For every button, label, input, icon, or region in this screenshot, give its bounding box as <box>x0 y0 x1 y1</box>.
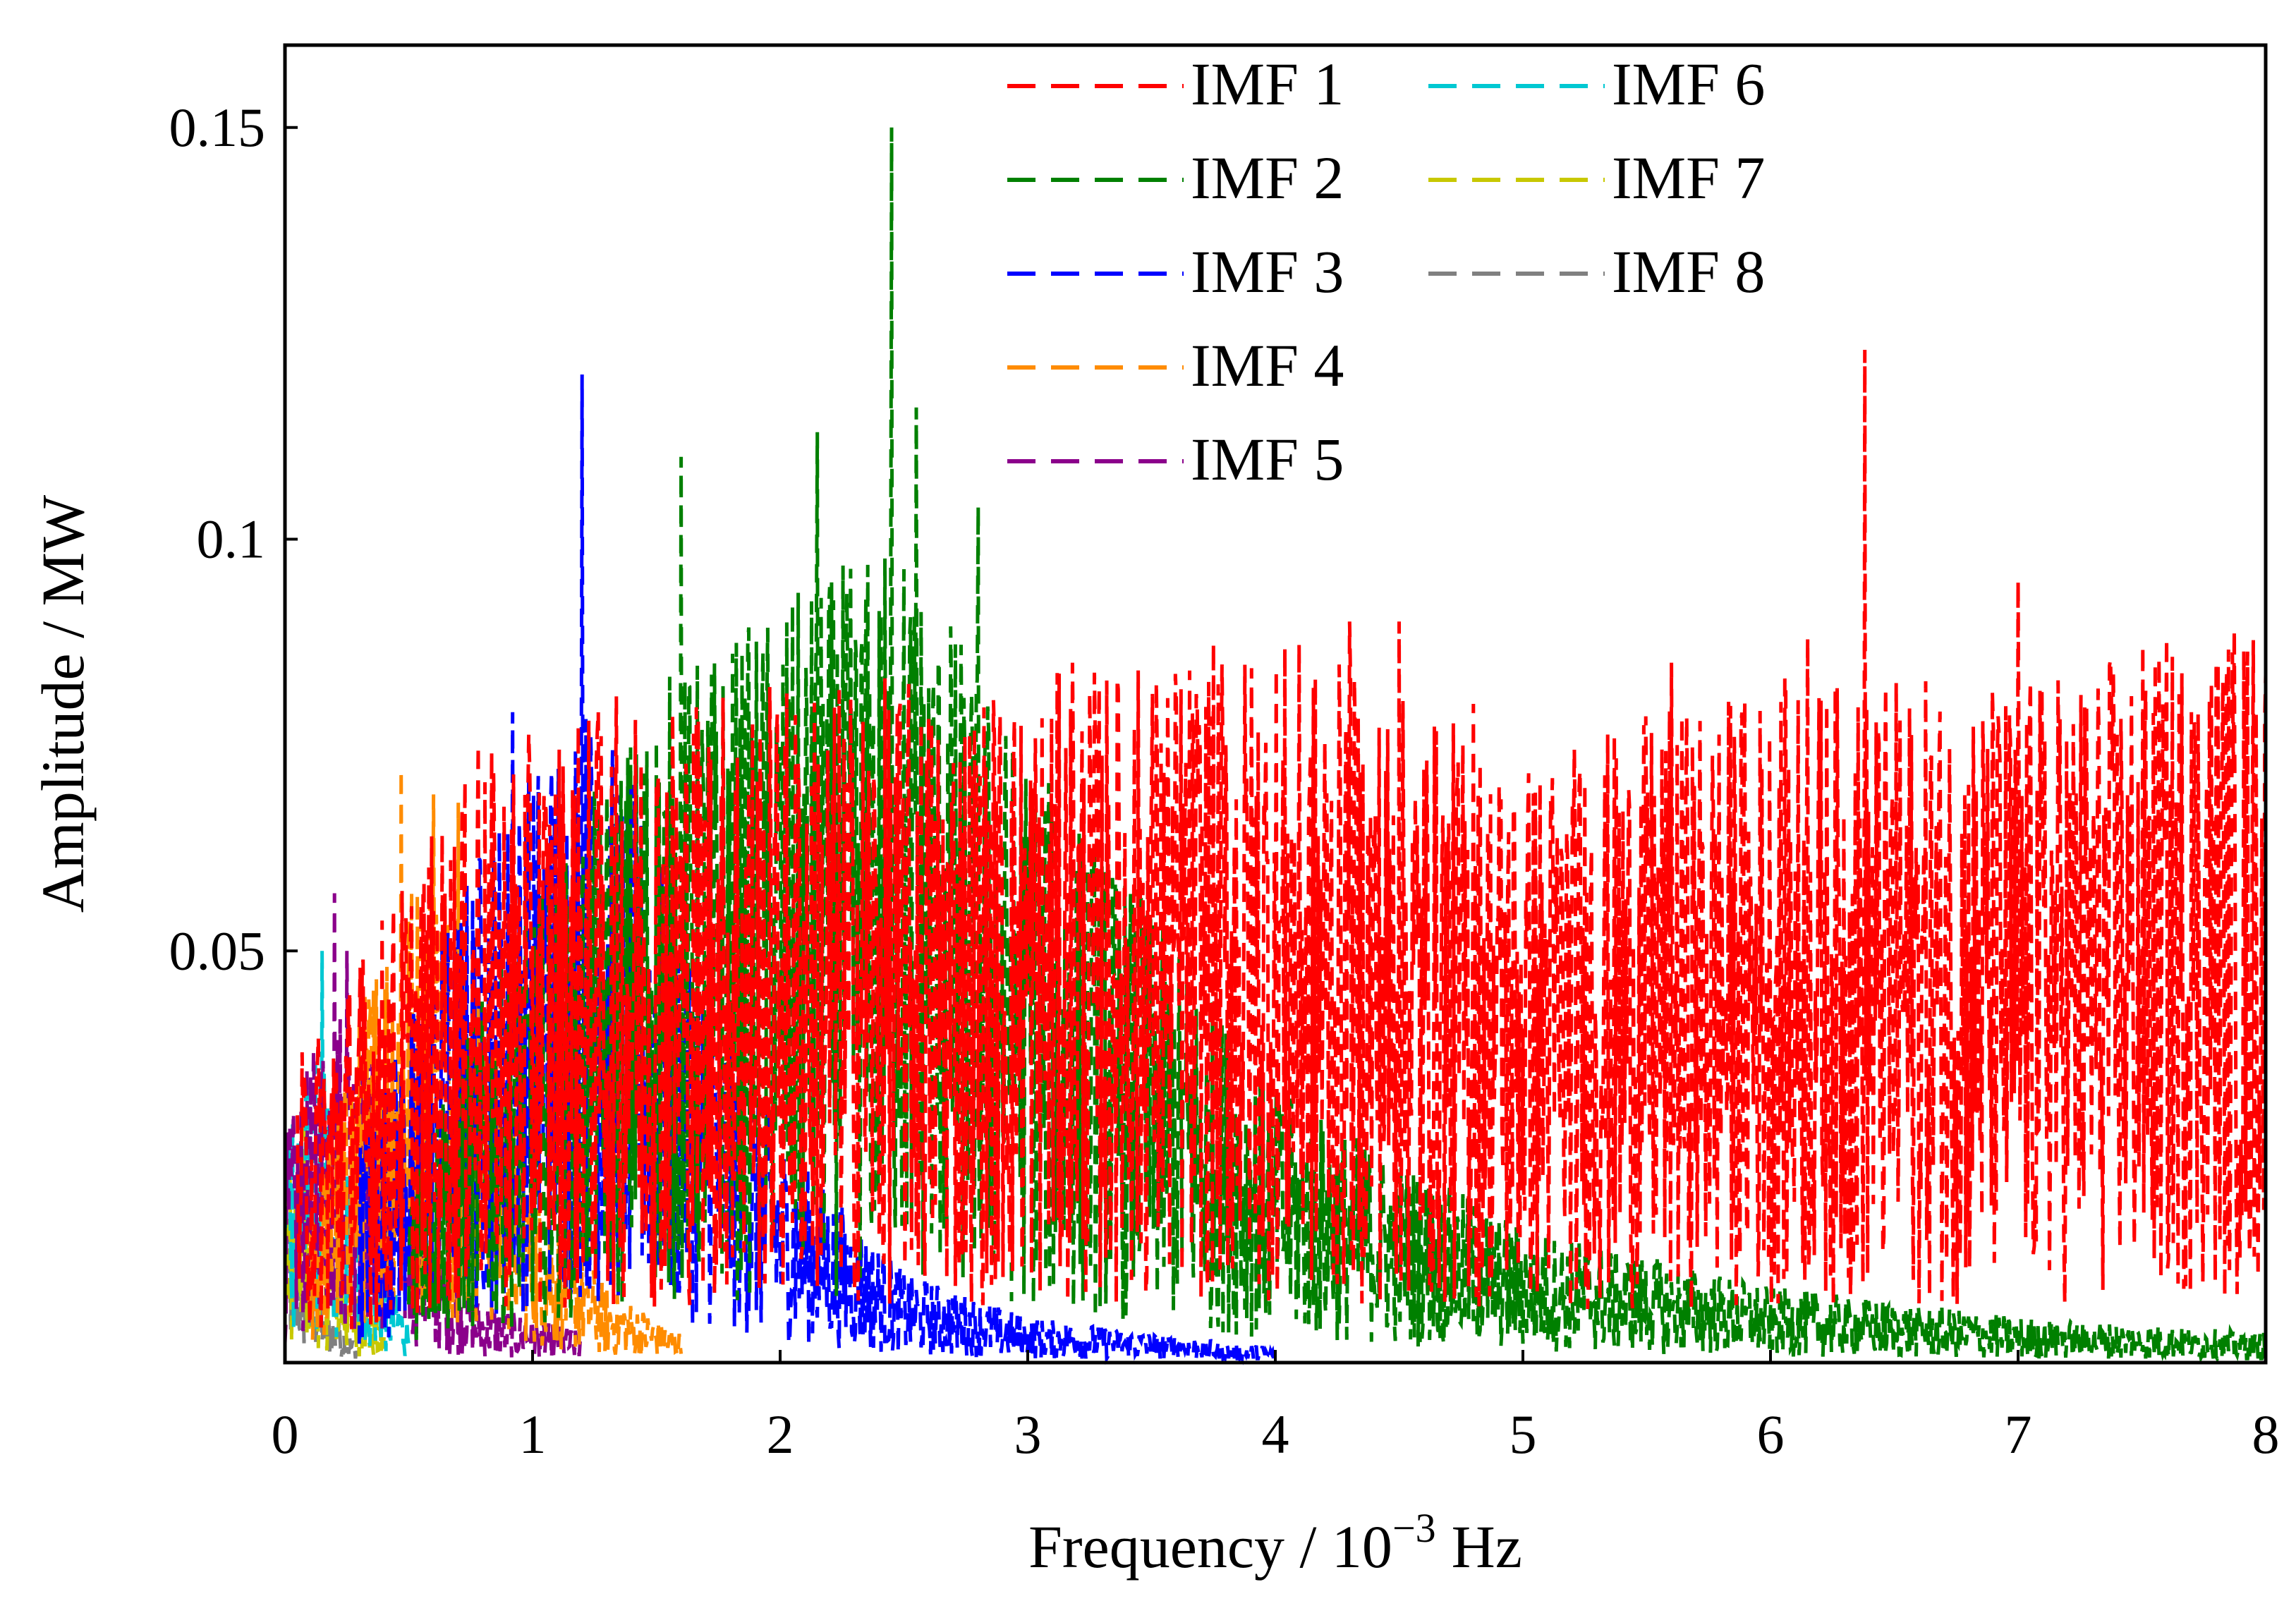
legend-label-imf-8: IMF 8 <box>1612 238 1765 305</box>
x-tick-label: 2 <box>767 1404 794 1465</box>
series-line-imf-5 <box>283 893 583 1359</box>
legend-label-imf-4: IMF 4 <box>1191 331 1344 399</box>
x-tick-label: 6 <box>1757 1404 1785 1465</box>
x-tick-label: 1 <box>519 1404 547 1465</box>
x-tick-label: 5 <box>1510 1404 1537 1465</box>
x-axis-title: Frequency / 10−3 Hz <box>1028 1505 1522 1581</box>
x-axis-title-exponent: −3 <box>1392 1505 1436 1551</box>
x-axis-title-main: Frequency / 10 <box>1028 1513 1392 1581</box>
legend-label-imf-3: IMF 3 <box>1191 238 1344 305</box>
series-line-imf-1 <box>296 349 2268 1329</box>
y-tick-label: 0.05 <box>169 920 266 981</box>
legend-label-imf-1: IMF 1 <box>1191 50 1344 118</box>
legend-label-imf-5: IMF 5 <box>1191 425 1344 493</box>
x-tick-label: 4 <box>1262 1404 1289 1465</box>
x-tick-label: 3 <box>1014 1404 1042 1465</box>
series-layer <box>283 127 2268 1365</box>
legend-label-imf-7: IMF 7 <box>1612 144 1765 212</box>
x-tick-label: 8 <box>2252 1404 2280 1465</box>
legend-label-imf-6: IMF 6 <box>1612 50 1765 118</box>
x-tick-label: 0 <box>272 1404 299 1465</box>
y-tick-label: 0.1 <box>197 509 266 570</box>
legend: IMF 1 IMF 2 IMF 3 IMF 4 IMF 5 IMF 6 IMF 7 IMF 8 <box>1007 50 1765 493</box>
series-line-imf-8 <box>283 1214 361 1359</box>
x-tick-label: 7 <box>2005 1404 2032 1465</box>
y-axis-title: Amplitude / MW <box>29 495 97 913</box>
x-axis-title-unit: Hz <box>1452 1513 1522 1581</box>
axis-layer: 0 1 2 3 4 5 6 7 8 0.05 0.1 0.15 <box>169 97 2280 1465</box>
y-tick-label: 0.15 <box>169 97 266 158</box>
series-line-imf-2 <box>407 127 2268 1364</box>
legend-label-imf-2: IMF 2 <box>1191 144 1344 212</box>
